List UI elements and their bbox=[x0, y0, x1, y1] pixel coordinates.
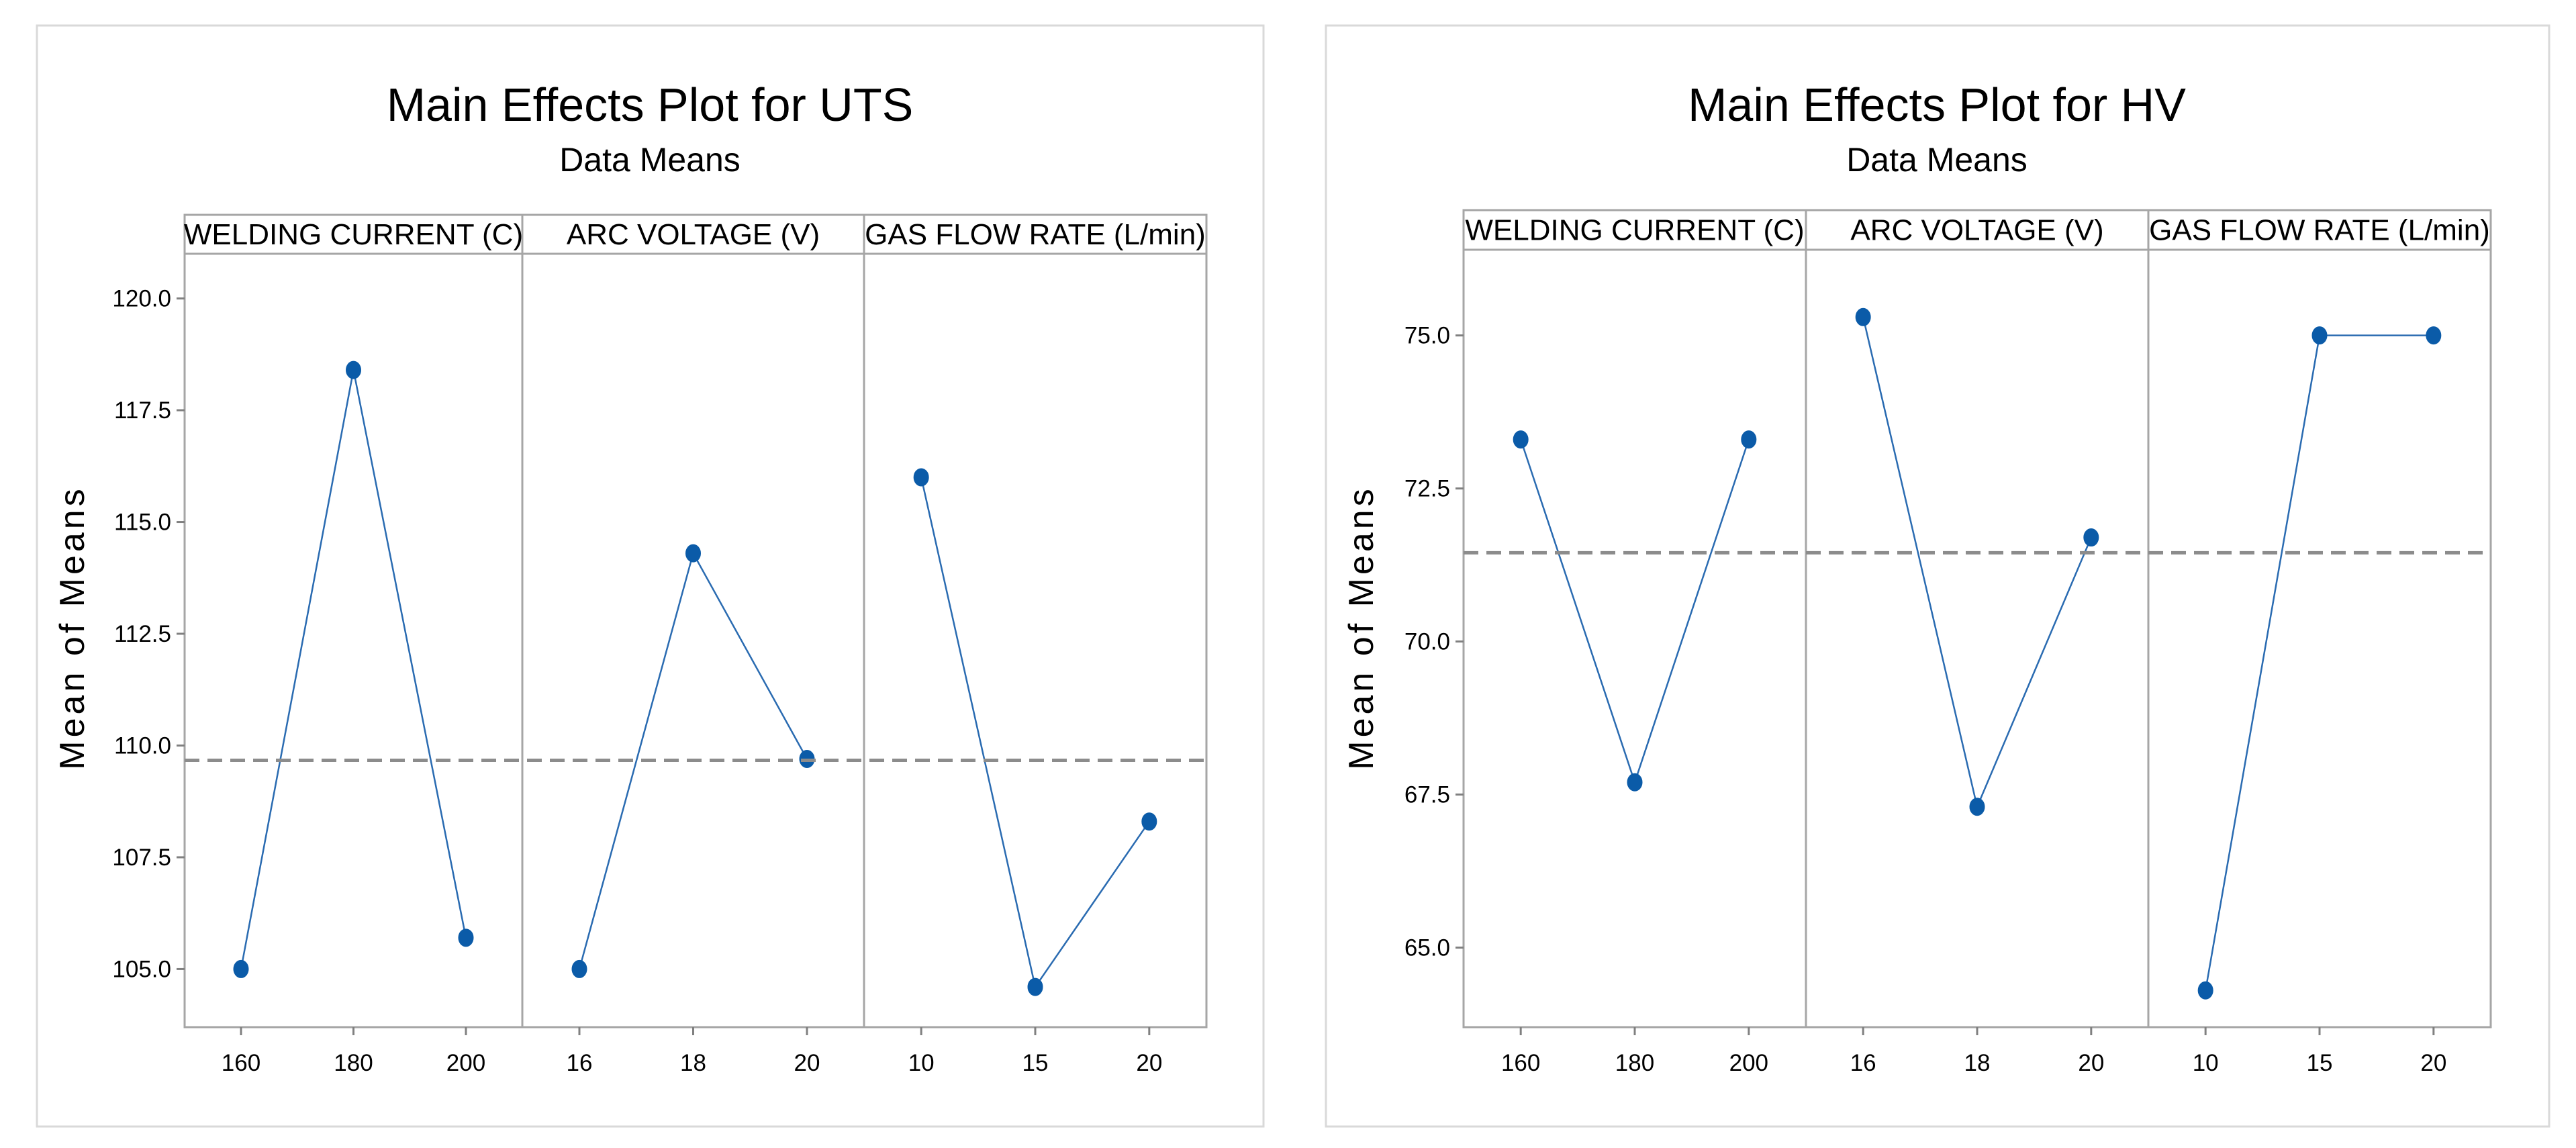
x-tick-label: 18 bbox=[680, 1050, 706, 1076]
data-point bbox=[2311, 326, 2328, 345]
data-point bbox=[1513, 430, 1529, 449]
x-tick-label: 10 bbox=[2193, 1050, 2219, 1076]
x-tick-label: 20 bbox=[2078, 1050, 2104, 1076]
x-tick-label: 10 bbox=[908, 1050, 935, 1076]
plot-area bbox=[1462, 209, 2492, 1029]
data-point bbox=[1855, 307, 1871, 326]
y-tick-label: 110.0 bbox=[114, 732, 171, 759]
data-point bbox=[913, 468, 929, 487]
data-point bbox=[1027, 977, 1043, 996]
x-tick-label: 16 bbox=[567, 1050, 593, 1076]
plot-area bbox=[183, 213, 1208, 1029]
data-point bbox=[346, 361, 361, 379]
panel-header: GAS FLOW RATE (L/min) bbox=[2149, 214, 2490, 247]
x-tick-label: 20 bbox=[794, 1050, 820, 1076]
panel-2: ARC VOLTAGE (V) 16 18 20 bbox=[1850, 214, 2105, 1077]
panel-header: GAS FLOW RATE (L/min) bbox=[865, 218, 1206, 251]
data-point bbox=[1969, 798, 1985, 816]
y-tick-label: 67.5 bbox=[1404, 782, 1450, 808]
x-tick-label: 18 bbox=[1964, 1050, 1991, 1076]
data-point bbox=[458, 928, 474, 947]
x-tick-label: 180 bbox=[1615, 1050, 1654, 1076]
x-tick-label: 160 bbox=[222, 1050, 260, 1076]
chart-uts: Main Effects Plot for UTS Data Means Mean … bbox=[36, 24, 1265, 1128]
panel-3: GAS FLOW RATE (L/min) 10 15 20 bbox=[2149, 214, 2490, 1077]
data-point bbox=[1741, 430, 1757, 449]
x-tick-label: 15 bbox=[2307, 1050, 2333, 1076]
panel-2: ARC VOLTAGE (V) 16 18 20 bbox=[567, 218, 820, 1076]
y-tick-label: 72.5 bbox=[1404, 476, 1450, 502]
chart-hv: Main Effects Plot for HV Data Means Mean o… bbox=[1325, 24, 2550, 1128]
data-point bbox=[2197, 981, 2213, 1000]
y-tick-label: 65.0 bbox=[1404, 935, 1450, 961]
x-tick-label: 180 bbox=[334, 1050, 373, 1076]
x-tick-label: 15 bbox=[1022, 1050, 1049, 1076]
y-axis-label: Mean of Means bbox=[53, 485, 92, 769]
y-tick-label: 120.0 bbox=[112, 286, 171, 312]
data-point bbox=[685, 544, 701, 563]
chart-subtitle: Data Means bbox=[1846, 141, 2028, 179]
x-tick-label: 16 bbox=[1850, 1050, 1876, 1076]
panel-1: WELDING CURRENT (C) 160 180 200 bbox=[184, 218, 523, 1076]
y-tick-label: 70.0 bbox=[1404, 629, 1450, 655]
chart-title: Main Effects Plot for UTS bbox=[387, 79, 914, 131]
y-axis-label: Mean of Means bbox=[1342, 485, 1381, 769]
data-point bbox=[571, 959, 587, 978]
x-tick-label: 200 bbox=[446, 1050, 485, 1076]
data-point bbox=[233, 959, 249, 978]
panel-header: ARC VOLTAGE (V) bbox=[567, 218, 820, 251]
y-tick-label: 117.5 bbox=[114, 397, 171, 424]
y-tick-label: 107.5 bbox=[112, 845, 171, 871]
x-tick-label: 160 bbox=[1501, 1050, 1540, 1076]
panel-3: GAS FLOW RATE (L/min) 10 15 20 bbox=[865, 218, 1206, 1076]
chart-title: Main Effects Plot for HV bbox=[1688, 79, 2186, 131]
chart-subtitle: Data Means bbox=[559, 141, 741, 179]
x-tick-label: 200 bbox=[1729, 1050, 1768, 1076]
x-tick-label: 20 bbox=[2420, 1050, 2446, 1076]
panel-header: WELDING CURRENT (C) bbox=[1465, 214, 1804, 247]
data-point bbox=[2083, 528, 2099, 547]
panel-header: ARC VOLTAGE (V) bbox=[1850, 214, 2103, 247]
y-tick-label: 75.0 bbox=[1404, 323, 1450, 349]
y-tick-label: 105.0 bbox=[112, 956, 171, 982]
data-point bbox=[2426, 326, 2442, 345]
data-point bbox=[1141, 812, 1157, 831]
panel-header: WELDING CURRENT (C) bbox=[184, 218, 523, 251]
y-tick-label: 112.5 bbox=[114, 621, 171, 647]
y-tick-label: 115.0 bbox=[114, 510, 171, 536]
x-tick-label: 20 bbox=[1136, 1050, 1162, 1076]
panel-1: WELDING CURRENT (C) 160 180 200 bbox=[1465, 214, 1804, 1077]
data-point bbox=[1627, 773, 1643, 792]
